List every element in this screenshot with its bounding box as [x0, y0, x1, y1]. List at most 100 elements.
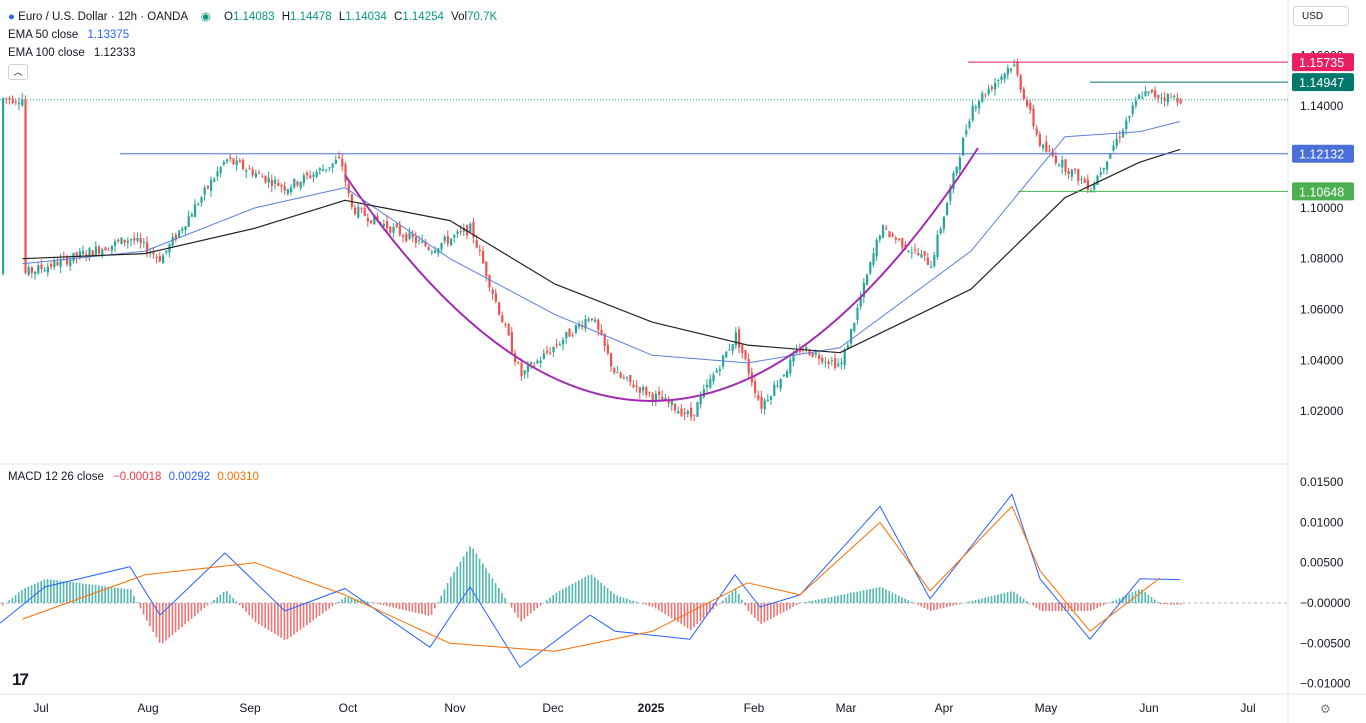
candle-body [469, 223, 472, 233]
macd-bar [213, 599, 215, 603]
macd-bar [302, 602, 305, 628]
macd-bar [901, 597, 903, 603]
candle-body [990, 86, 993, 90]
macd-bar [187, 602, 190, 622]
candle-body [46, 266, 49, 273]
macd-bar [1010, 591, 1012, 603]
macd-bar [251, 602, 254, 619]
macd-bar [1173, 602, 1175, 605]
macd-bar [382, 602, 385, 606]
candle-body [846, 345, 849, 349]
macd-bar [1131, 592, 1134, 603]
candle-body [741, 344, 744, 353]
macd-histogram [2, 546, 1182, 644]
currency-select[interactable]: USD [1293, 6, 1349, 26]
candle-body [869, 262, 872, 274]
vol-label: Vol [451, 11, 468, 23]
candle-body [971, 105, 974, 121]
candle-body [411, 233, 414, 238]
candle-body [597, 319, 600, 330]
macd-bar [299, 602, 302, 630]
tradingview-logo-icon[interactable]: 17 [12, 670, 29, 689]
candle-body [238, 160, 241, 163]
macd-y-tick-label: 0.01000 [1300, 515, 1344, 529]
candle-body [850, 328, 853, 344]
y-tick-label: 1.06000 [1300, 303, 1344, 317]
candle-body [552, 347, 555, 353]
macd-bar [274, 602, 276, 634]
symbol-title[interactable]: Euro / U.S. Dollar · 12h · OANDA [18, 11, 188, 23]
macd-bar [878, 587, 881, 603]
macd-bar [56, 580, 58, 603]
macd-bar [1179, 602, 1182, 605]
gear-icon[interactable]: ⚙ [1320, 702, 1331, 716]
candle-body [194, 204, 197, 217]
candle-body [622, 377, 625, 379]
candle-body [53, 260, 56, 268]
ema100-legend[interactable]: EMA 100 close 1.12333 [8, 47, 136, 59]
macd-bar [245, 602, 247, 612]
macd-bar [782, 602, 785, 613]
macd-bar [920, 602, 922, 607]
candle-body [59, 258, 62, 267]
x-tick-label: Nov [444, 701, 465, 715]
macd-bar [200, 602, 202, 611]
ema50-value: 1.13375 [87, 29, 130, 41]
macd-bar [626, 598, 628, 603]
candle-body [731, 344, 734, 351]
macd-bar [514, 602, 516, 613]
candle-body [430, 251, 433, 253]
candle-body [1083, 179, 1086, 183]
candle-body [654, 393, 657, 401]
macd-signal-line [22, 505, 1161, 652]
macd-bar [386, 602, 388, 607]
macd-bar [14, 595, 17, 603]
candle-body [1064, 159, 1067, 172]
macd-bar [190, 602, 193, 619]
candle-body [955, 166, 958, 174]
macd-bar [107, 586, 110, 603]
macd-bar [315, 602, 318, 619]
macd-bar [85, 583, 87, 603]
macd-bar [990, 596, 993, 603]
macd-bar [1019, 596, 1022, 603]
candle-body [830, 360, 833, 362]
macd-bar [648, 602, 650, 606]
ema50-legend[interactable]: EMA 50 close 1.13375 [8, 29, 129, 41]
candle-body [942, 216, 945, 229]
candle-body [184, 226, 187, 230]
macd-bar [869, 589, 871, 603]
macd-y-tick-label: −0.00000 [1300, 596, 1351, 610]
candle-body [619, 372, 622, 378]
macd-bar [456, 566, 458, 603]
y-tick-label: 1.08000 [1300, 252, 1344, 266]
candle-body [443, 237, 446, 241]
candle-body [702, 389, 705, 398]
macd-label: MACD 12 26 close [8, 471, 104, 483]
level-price-tag [1292, 144, 1354, 163]
candle-body [216, 171, 219, 177]
candle-body [1054, 155, 1057, 164]
candle-body [984, 94, 987, 96]
candle-body [286, 189, 289, 194]
candle-body [162, 255, 165, 264]
macd-bar [811, 600, 814, 603]
candle-body [558, 344, 561, 346]
candle-body [1102, 167, 1105, 170]
candle-body [1029, 102, 1032, 111]
candle-body [11, 98, 14, 103]
collapse-legend-button[interactable]: ︿ [8, 64, 28, 80]
macd-legend[interactable]: MACD 12 26 close −0.00018 0.00292 0.0031… [8, 471, 259, 483]
candle-body [1061, 159, 1064, 168]
candle-body [539, 360, 542, 363]
macd-bar [379, 602, 382, 605]
macd-bar [600, 582, 602, 603]
macd-bar [1006, 592, 1009, 603]
macd-bar [674, 602, 676, 621]
candle-body [645, 387, 648, 395]
candle-body [235, 160, 238, 166]
candle-body [546, 351, 549, 353]
candle-body [974, 106, 977, 109]
header-row: ● Euro / U.S. Dollar · 12h · OANDA ◉ O1.… [8, 9, 497, 23]
